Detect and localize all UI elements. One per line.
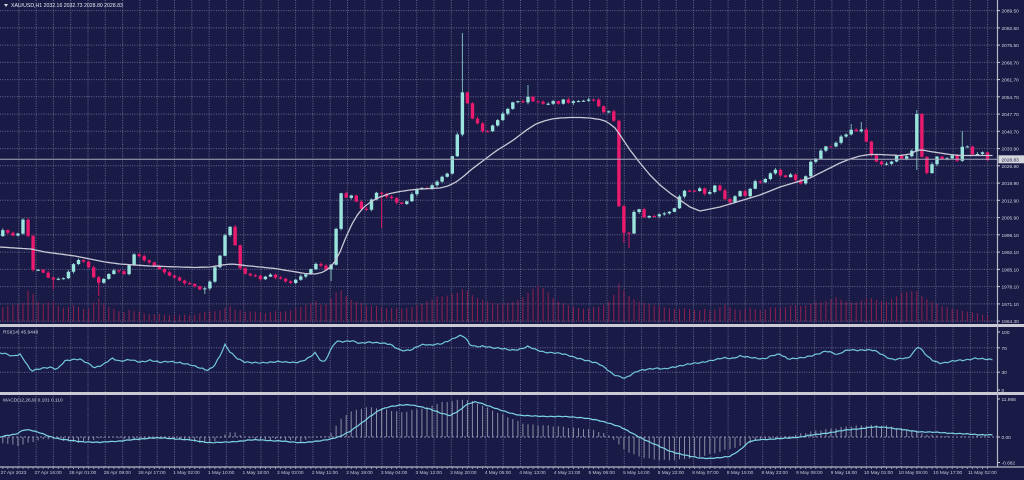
svg-text:4 May 13:00: 4 May 13:00 [519,470,546,476]
svg-text:8 May 23:00: 8 May 23:00 [761,470,788,476]
svg-text:2 May 03:00: 2 May 03:00 [277,470,304,476]
svg-text:1985.10: 1985.10 [1002,267,1020,273]
svg-text:2047.70: 2047.70 [1002,112,1020,118]
svg-text:2026.90: 2026.90 [1002,164,1020,170]
svg-text:9 May 08:00: 9 May 08:00 [796,470,823,476]
svg-text:1992.10: 1992.10 [1002,250,1020,256]
svg-text:1 May 10:00: 1 May 10:00 [208,470,235,476]
svg-text:8 May 15:00: 8 May 15:00 [727,470,754,476]
svg-text:2033.90: 2033.90 [1002,147,1020,153]
svg-text:1964.30: 1964.30 [1002,319,1020,325]
svg-text:3 May 04:00: 3 May 04:00 [381,470,408,476]
svg-text:70: 70 [1002,346,1008,352]
svg-text:XAU/USD,H1 2032.16 2032.73 20: XAU/USD,H1 2032.16 2032.73 2028.80 2028.… [11,3,123,9]
svg-text:5 May 06:00: 5 May 06:00 [588,470,615,476]
svg-text:30: 30 [1002,370,1008,376]
svg-text:2005.90: 2005.90 [1002,216,1020,222]
svg-text:1971.10: 1971.10 [1002,302,1020,308]
svg-text:5 May 22:00: 5 May 22:00 [658,470,685,476]
svg-text:27 Apr 16:00: 27 Apr 16:00 [34,470,62,476]
svg-text:2068.70: 2068.70 [1002,60,1020,66]
svg-text:1999.10: 1999.10 [1002,233,1020,239]
svg-text:MACD(12,26,9) 0.101 0.110: MACD(12,26,9) 0.101 0.110 [3,398,63,404]
svg-text:1978.10: 1978.10 [1002,285,1020,291]
svg-text:2 May 19:00: 2 May 19:00 [346,470,373,476]
svg-text:9 May 16:00: 9 May 16:00 [831,470,858,476]
svg-text:28 Apr 01:00: 28 Apr 01:00 [69,470,97,476]
svg-text:3 May 12:00: 3 May 12:00 [415,470,442,476]
svg-text:11.968: 11.968 [1002,397,1017,403]
svg-text:28 Apr 17:00: 28 Apr 17:00 [138,470,166,476]
svg-text:5 May 14:00: 5 May 14:00 [623,470,650,476]
svg-text:4 May 05:00: 4 May 05:00 [485,470,512,476]
svg-text:8 May 07:00: 8 May 07:00 [692,470,719,476]
svg-text:100: 100 [1002,330,1010,336]
svg-text:2 May 11:00: 2 May 11:00 [312,470,338,476]
svg-text:10 May 17:00: 10 May 17:00 [933,470,962,476]
svg-text:1 May 18:00: 1 May 18:00 [242,470,269,476]
svg-text:0: 0 [1002,388,1005,394]
svg-text:2061.70: 2061.70 [1002,78,1020,84]
svg-text:2075.50: 2075.50 [1002,43,1020,49]
svg-text:4 May 21:00: 4 May 21:00 [554,470,581,476]
svg-text:2019.90: 2019.90 [1002,181,1020,187]
svg-text:2082.50: 2082.50 [1002,26,1020,32]
svg-text:0.00: 0.00 [1002,435,1012,441]
svg-text:27 Apr 2023: 27 Apr 2023 [1,470,27,476]
svg-text:28 Apr 09:00: 28 Apr 09:00 [104,470,132,476]
svg-text:2089.50: 2089.50 [1002,9,1020,15]
svg-text:3 May 20:00: 3 May 20:00 [450,470,477,476]
svg-text:2054.70: 2054.70 [1002,95,1020,101]
svg-text:10 May 01:00: 10 May 01:00 [864,470,893,476]
svg-text:RSI(14) 45.9448: RSI(14) 45.9448 [3,330,39,336]
svg-text:1 May 02:00: 1 May 02:00 [173,470,200,476]
svg-text:2028.83: 2028.83 [1002,158,1020,164]
svg-text:10 May 09:00: 10 May 09:00 [899,470,928,476]
svg-text:-0.682: -0.682 [1002,461,1016,467]
svg-text:11 May 02:00: 11 May 02:00 [968,470,997,476]
svg-text:2040.70: 2040.70 [1002,129,1020,135]
svg-text:2012.90: 2012.90 [1002,198,1020,204]
